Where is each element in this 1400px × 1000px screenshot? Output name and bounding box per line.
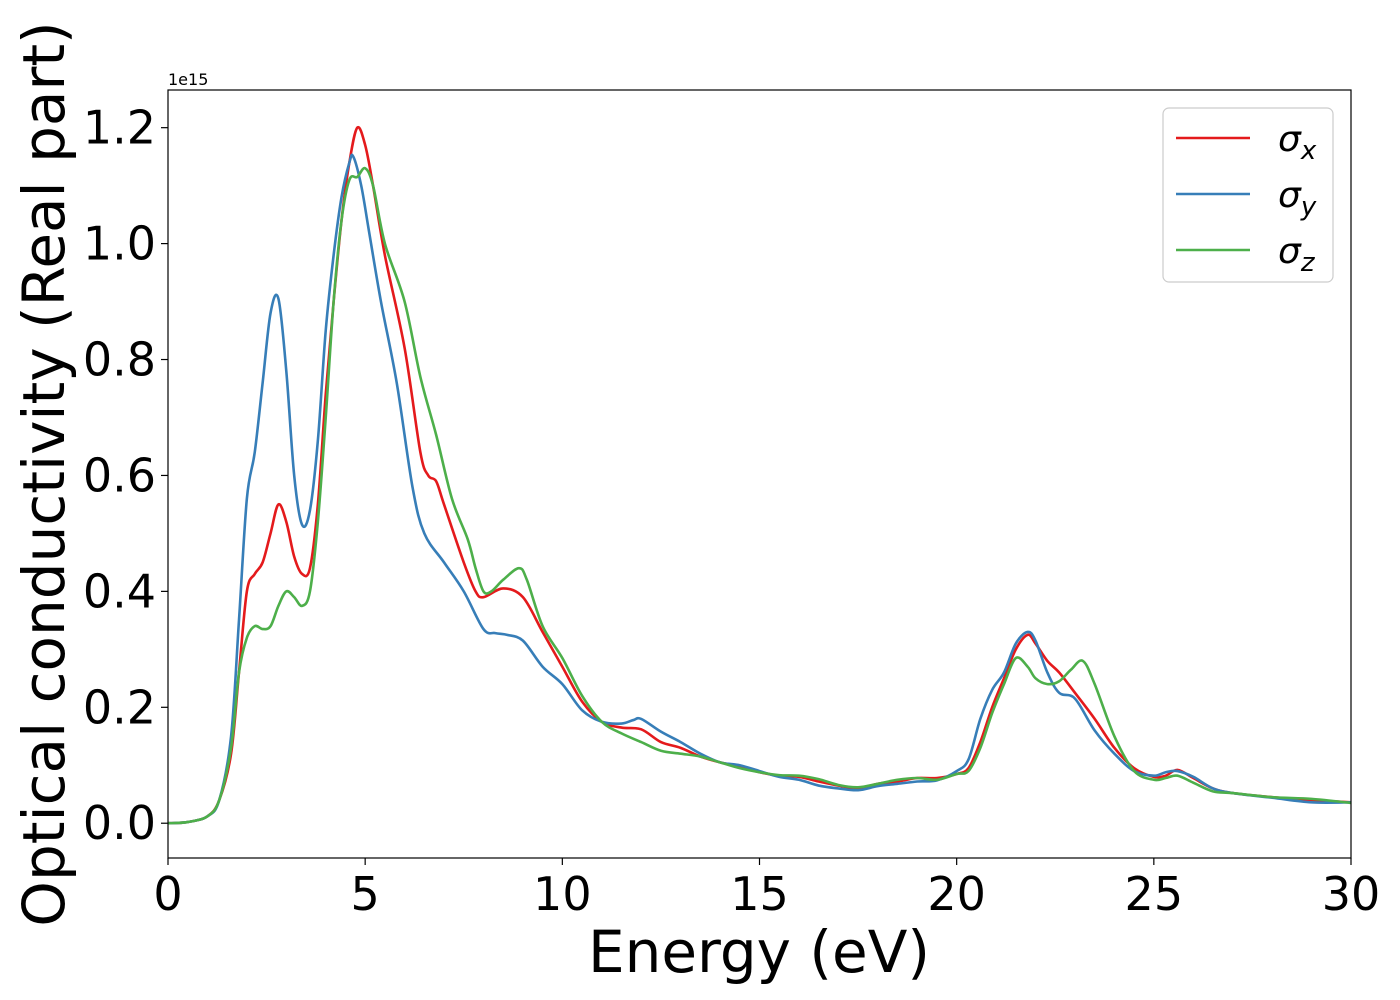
x-tick-label: 10 [533,867,592,921]
x-axis: 0 5 10 15 20 25 30 [153,858,1380,921]
x-tick-label: 5 [351,867,380,921]
series-line-x [168,125,1351,825]
series-line-z [168,166,1351,825]
series-layer [168,125,1351,825]
x-tick-label: 15 [730,867,789,921]
y-offset-label: 1e15 [168,70,208,89]
x-tick-label: 20 [927,867,986,921]
y-tick-label: 0.0 [83,796,156,850]
y-tick-label: 1.0 [83,217,156,271]
x-tick-label: 30 [1322,867,1381,921]
x-axis-label: Energy (eV) [588,918,930,986]
y-tick-label: 0.8 [83,333,156,387]
plot-background [168,90,1351,858]
y-tick-label: 0.6 [83,448,156,502]
x-tick-label: 0 [153,867,182,921]
y-axis-label: Optical conductivity (Real part) [10,21,78,926]
x-tick-label: 25 [1125,867,1184,921]
y-tick-label: 0.2 [83,680,156,734]
series-line-y [168,153,1351,825]
y-tick-label: 1.2 [83,101,156,155]
y-tick-label: 0.4 [83,564,156,618]
y-axis: 0.0 0.2 0.4 0.6 0.8 1.0 1.2 [83,101,168,850]
